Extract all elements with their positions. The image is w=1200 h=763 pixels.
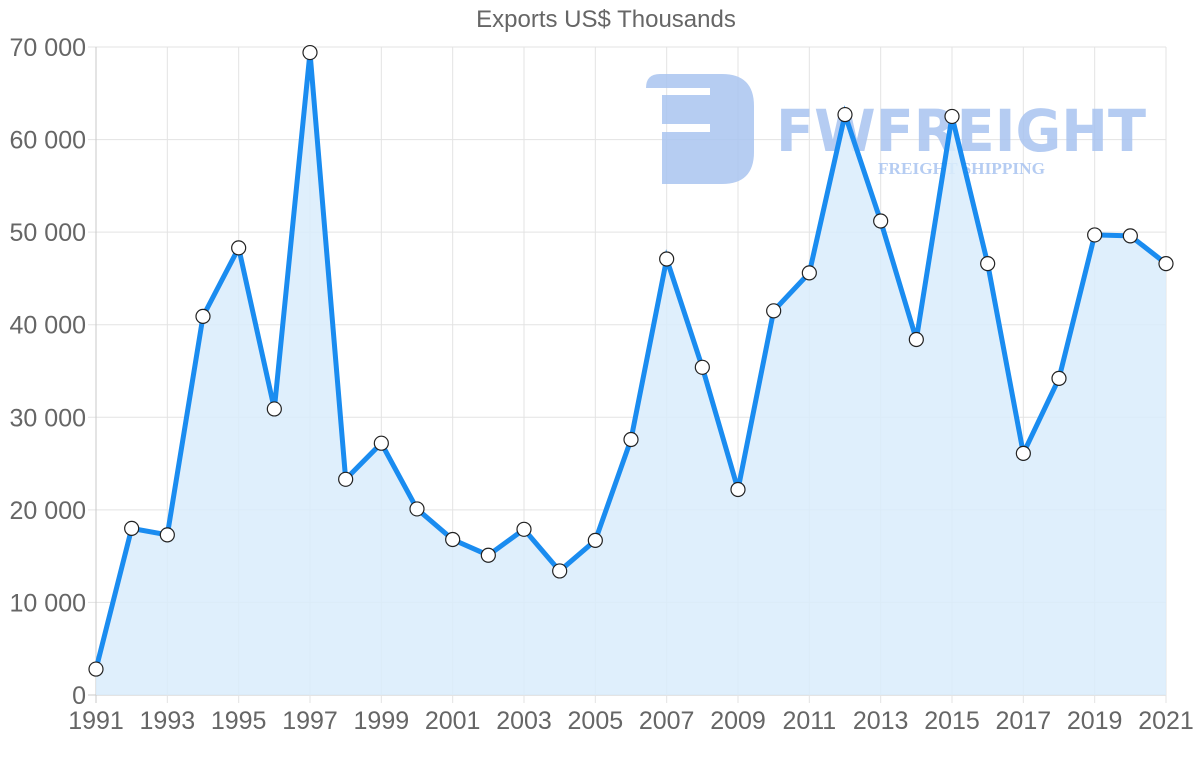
- data-point-marker[interactable]: [623, 431, 639, 448]
- data-point-marker[interactable]: [124, 520, 140, 536]
- x-tick-label: 2003: [496, 707, 552, 735]
- data-point-marker[interactable]: [1051, 370, 1067, 387]
- data-point-marker[interactable]: [980, 256, 996, 272]
- data-point-marker[interactable]: [159, 527, 175, 543]
- data-point-marker[interactable]: [445, 531, 461, 548]
- x-tick-label: 1995: [211, 707, 267, 735]
- data-point-marker[interactable]: [88, 661, 104, 677]
- data-point-marker[interactable]: [659, 251, 675, 267]
- data-point-marker[interactable]: [730, 481, 746, 498]
- x-tick-label: 2021: [1138, 707, 1194, 735]
- x-tick-label: 1991: [68, 707, 124, 735]
- x-tick-label: 2019: [1067, 707, 1123, 735]
- x-tick-label: 1997: [282, 707, 338, 735]
- x-tick-label: 2015: [924, 707, 980, 735]
- x-tick-label: 2017: [996, 707, 1052, 735]
- x-tick-label: 1993: [140, 707, 196, 735]
- data-point-marker[interactable]: [373, 435, 389, 451]
- data-points: [88, 44, 1174, 677]
- area-fill: [96, 52, 1166, 696]
- data-point-marker[interactable]: [1087, 227, 1103, 243]
- data-point-marker[interactable]: [552, 563, 568, 579]
- x-tick-label: 2001: [425, 707, 481, 735]
- data-point-marker[interactable]: [1158, 256, 1174, 272]
- y-tick-label: 60 000: [10, 127, 86, 155]
- x-tick-label: 2011: [782, 707, 836, 735]
- data-point-marker[interactable]: [587, 532, 603, 549]
- data-point-marker[interactable]: [944, 108, 960, 125]
- y-tick-label: 70 000: [10, 34, 86, 62]
- data-point-marker[interactable]: [302, 44, 318, 61]
- y-tick-label: 30 000: [10, 404, 86, 432]
- data-point-marker[interactable]: [801, 265, 817, 281]
- x-tick-label: 2009: [710, 707, 766, 735]
- data-point-marker[interactable]: [694, 359, 710, 375]
- data-point-marker[interactable]: [837, 106, 853, 123]
- y-tick-label: 10 000: [10, 589, 86, 617]
- watermark-logo: FWFREIGHT FREIGHT SHIPPING: [646, 74, 1146, 184]
- x-tick-label: 2005: [568, 707, 624, 735]
- data-point-marker[interactable]: [480, 547, 496, 563]
- y-tick-label: 40 000: [10, 312, 86, 340]
- x-tick-label: 2013: [853, 707, 909, 735]
- y-tick-label: 20 000: [10, 497, 86, 525]
- chart-title: Exports US$ Thousands: [476, 6, 736, 33]
- x-tick-label: 1999: [354, 707, 410, 735]
- data-point-marker[interactable]: [873, 213, 889, 229]
- y-tick-label: 50 000: [10, 219, 86, 247]
- data-point-marker[interactable]: [1015, 445, 1031, 461]
- data-point-marker[interactable]: [195, 308, 211, 324]
- data-point-marker[interactable]: [766, 303, 782, 319]
- logo-icon: [646, 74, 754, 184]
- y-tick-label: 0: [72, 682, 86, 710]
- data-point-marker[interactable]: [1122, 228, 1138, 244]
- data-point-marker[interactable]: [231, 240, 247, 256]
- x-axis: 1991 1993 1995 1997 1999 2001 2003 2005 2007 2009…: [68, 707, 1194, 735]
- x-tick-label: 2007: [639, 707, 695, 735]
- data-point-marker[interactable]: [516, 521, 532, 537]
- data-point-marker[interactable]: [908, 331, 924, 348]
- data-point-marker[interactable]: [266, 401, 282, 417]
- y-axis: 0 10 000 20 000 30 000 40 000 50 000 60 000 70 …: [10, 34, 86, 710]
- data-point-marker[interactable]: [338, 471, 354, 487]
- data-point-marker[interactable]: [409, 501, 425, 517]
